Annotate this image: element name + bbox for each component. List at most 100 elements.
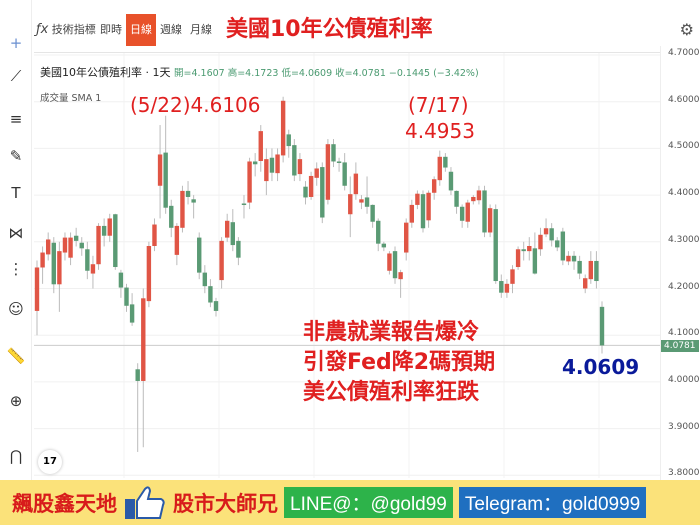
candle-body [459, 206, 465, 221]
candle-body [404, 222, 409, 253]
candle-body [180, 190, 185, 228]
candle [482, 185, 487, 238]
y-tick-label: 4.4000 [668, 188, 700, 199]
crosshair-icon[interactable]: + [9, 34, 23, 52]
candle [342, 153, 347, 191]
candle-body [174, 225, 180, 255]
tab-weekly[interactable]: 週線 [160, 23, 182, 36]
candle-body [538, 234, 543, 250]
candle-body [599, 306, 605, 346]
candle-body [493, 209, 498, 282]
line-contact[interactable]: LINE@：@gold99 [284, 487, 453, 518]
candle-body [85, 249, 90, 271]
candle-body [90, 264, 96, 274]
candle-body [549, 228, 554, 241]
trendline-icon[interactable]: ⟋ [10, 67, 22, 85]
zoom-in-icon[interactable]: ⊕ [9, 392, 23, 410]
candle [532, 232, 538, 275]
gear-icon[interactable]: ⚙ [679, 20, 694, 39]
candle [566, 251, 571, 266]
candle [124, 283, 129, 312]
magnet-icon[interactable]: ⋂ [9, 447, 23, 465]
candle [549, 223, 554, 247]
candle [583, 274, 588, 294]
candle-body [152, 224, 157, 247]
candle [465, 199, 470, 228]
tab-daily[interactable]: 日線 [126, 14, 156, 46]
candle [236, 237, 241, 266]
candle-body [124, 287, 129, 306]
candle [331, 139, 336, 168]
candle [415, 190, 420, 210]
candle-body [431, 179, 437, 193]
volume-indicator-label[interactable]: 成交量 SMA 1 [40, 93, 102, 104]
candle-body [236, 240, 241, 258]
emoji-icon[interactable]: ☺ [8, 300, 24, 318]
candle-body [163, 152, 168, 208]
y-tick-label: 4.0000 [668, 374, 700, 385]
candle-body [280, 100, 286, 156]
candle-body [197, 237, 202, 273]
candle [51, 237, 56, 294]
candle-body [594, 260, 599, 282]
candle [364, 176, 370, 214]
candle-body [135, 369, 140, 381]
price-axis[interactable]: 4.7000 4.6000 4.5000 4.4000 4.3000 4.2000 4.10… [660, 46, 700, 480]
prediction-icon[interactable]: ⋮ [8, 260, 24, 278]
candle [588, 251, 594, 284]
candle [208, 279, 213, 308]
y-tick-label: 4.2000 [668, 281, 700, 292]
candle [197, 232, 202, 280]
candle [45, 232, 51, 261]
candle-body [141, 298, 146, 381]
candle-body [303, 186, 308, 198]
candle [275, 148, 280, 182]
candle-body [252, 161, 258, 165]
candle [431, 176, 437, 200]
y-tick-label: 4.7000 [668, 48, 700, 58]
candle [68, 232, 73, 266]
candle-body [118, 272, 124, 288]
candle [348, 176, 353, 238]
candle-body [57, 251, 62, 285]
ruler-icon[interactable]: 📏 [6, 347, 26, 365]
candle-body [510, 269, 515, 284]
candle-body [381, 243, 387, 248]
candle [129, 293, 135, 326]
candle [577, 255, 582, 280]
text-icon[interactable]: T [11, 184, 21, 202]
candle [409, 199, 415, 228]
candle [398, 269, 403, 298]
candle-body [583, 278, 588, 289]
candle [90, 255, 96, 289]
candle-body [275, 154, 280, 174]
candle-body [465, 202, 470, 222]
candle [85, 241, 90, 280]
pattern-icon[interactable]: ⋈ [8, 224, 24, 242]
indicators-button[interactable]: ƒx 技術指標 [36, 22, 96, 37]
candle-body [230, 222, 235, 246]
candle [191, 195, 196, 219]
candle [230, 209, 235, 252]
candle [73, 227, 79, 247]
tab-monthly[interactable]: 月線 [190, 23, 212, 36]
candle [141, 288, 146, 448]
candle-body [185, 190, 191, 197]
candle [437, 150, 442, 186]
candle-body [353, 173, 359, 195]
candle-body [219, 240, 224, 281]
tradingview-logo[interactable]: 17 [38, 450, 62, 474]
candle [471, 195, 476, 205]
candle [219, 237, 224, 289]
fib-icon[interactable]: ≡ [9, 110, 23, 128]
candle-body [113, 214, 118, 268]
brush-icon[interactable]: ✎ [9, 147, 23, 165]
candlestick-chart[interactable] [34, 52, 660, 478]
candle-body [392, 251, 398, 279]
tab-realtime[interactable]: 即時 [100, 23, 122, 36]
telegram-contact[interactable]: Telegram：gold0999 [458, 487, 647, 518]
candle-body [437, 156, 442, 181]
candle [107, 213, 112, 242]
candle-body [499, 281, 504, 293]
candle-body [521, 249, 526, 252]
